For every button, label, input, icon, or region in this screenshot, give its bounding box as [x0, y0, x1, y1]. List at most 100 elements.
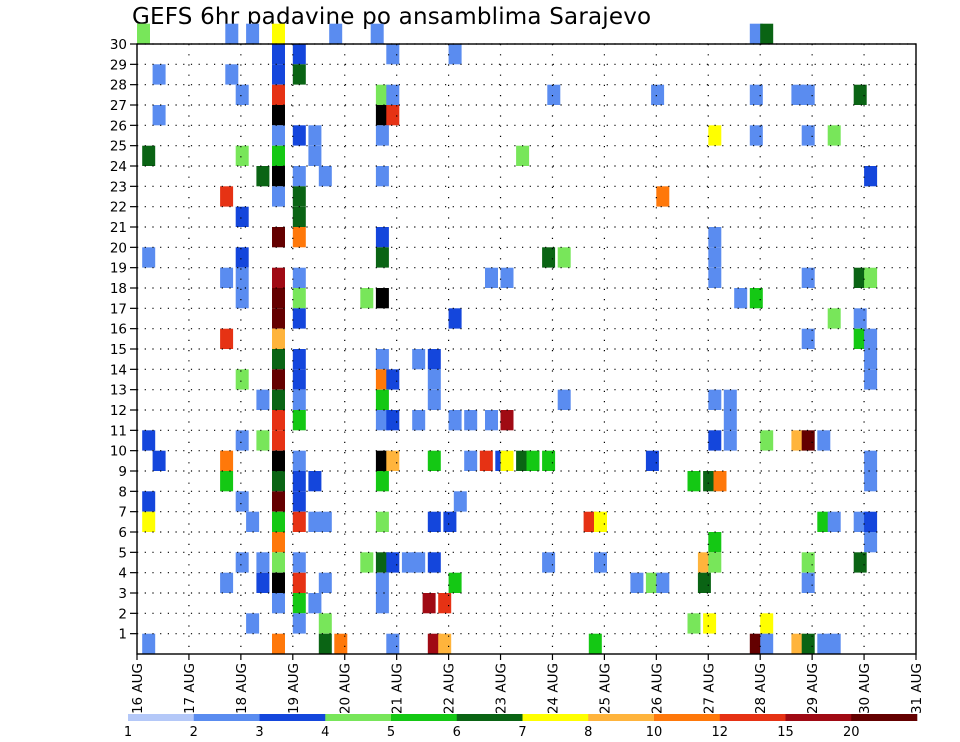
y-tick-label: 24	[110, 159, 127, 175]
heat-cell	[864, 349, 878, 370]
heat-cell	[272, 64, 285, 85]
heat-cell	[292, 491, 306, 512]
heat-cell	[235, 145, 249, 166]
heat-cell	[749, 23, 763, 44]
heat-cell	[308, 125, 322, 146]
heat-cell	[272, 44, 285, 65]
heat-cell	[386, 410, 400, 431]
heat-cell	[308, 593, 322, 614]
heat-cell	[427, 369, 441, 390]
y-tick-label: 7	[118, 505, 127, 521]
heat-cell	[827, 511, 841, 532]
heat-cell	[375, 105, 389, 126]
heat-cell	[853, 84, 867, 105]
heat-cell	[142, 633, 156, 654]
heat-cell	[448, 44, 462, 65]
heat-cell	[152, 105, 166, 126]
heat-cell	[225, 64, 239, 85]
heat-cell	[272, 84, 285, 105]
heat-cell	[801, 84, 815, 105]
colorbar-segment	[193, 714, 260, 721]
heat-cell	[708, 389, 722, 410]
heat-cell	[708, 247, 722, 268]
heat-cell	[375, 288, 389, 309]
heat-cell	[292, 308, 306, 329]
heat-cell	[542, 450, 556, 471]
y-tick-label: 10	[110, 444, 127, 460]
heat-cell	[292, 369, 306, 390]
heat-cell	[272, 450, 285, 471]
heat-cell	[708, 125, 722, 146]
heat-cell	[272, 308, 285, 329]
y-tick-label: 28	[110, 78, 127, 94]
y-tick-label: 3	[118, 586, 127, 602]
heat-cell	[272, 145, 285, 166]
heat-cell	[749, 84, 763, 105]
heat-cell	[448, 308, 462, 329]
y-tick-label: 2	[118, 606, 127, 622]
y-tick-label: 20	[110, 240, 127, 256]
heat-cell	[427, 511, 441, 532]
heat-cell	[386, 633, 400, 654]
heat-cell	[583, 511, 597, 532]
heat-cell	[272, 471, 285, 492]
colorbar-label: 6	[453, 725, 461, 740]
heat-cell	[542, 552, 556, 573]
heat-cell	[375, 247, 389, 268]
y-tick-label: 16	[110, 322, 127, 338]
colorbar-segment	[259, 714, 326, 721]
heat-cell	[386, 105, 400, 126]
heat-cell	[272, 328, 285, 349]
y-tick-label: 25	[110, 139, 127, 155]
x-tick-label: 23 AUG	[494, 663, 510, 714]
heat-cell	[708, 267, 722, 288]
heat-cell	[152, 64, 166, 85]
colorbar-segment	[785, 714, 852, 721]
heat-cell	[760, 430, 774, 451]
heat-cell	[801, 430, 815, 451]
heat-cell	[801, 125, 815, 146]
heat-cell	[292, 186, 306, 207]
heat-cell	[272, 186, 285, 207]
heat-cell	[272, 572, 285, 593]
y-tick-label: 30	[110, 37, 127, 53]
heat-cell	[272, 593, 285, 614]
heat-cell	[801, 267, 815, 288]
heat-cell	[292, 227, 306, 248]
heat-cell	[713, 471, 727, 492]
colorbar-segment	[391, 714, 458, 721]
colorbar-label: 10	[646, 725, 663, 740]
heat-cell	[588, 633, 602, 654]
heat-cell	[334, 633, 348, 654]
colorbar-label: 3	[255, 725, 263, 740]
heat-cell	[791, 633, 805, 654]
heat-cell	[256, 166, 270, 187]
heat-cell	[235, 267, 249, 288]
heat-cell	[235, 491, 249, 512]
heat-cell	[760, 23, 774, 44]
y-tick-label: 19	[110, 261, 127, 277]
heat-cell	[360, 288, 374, 309]
heat-cell	[292, 206, 306, 227]
heat-cell	[272, 267, 285, 288]
heat-cell	[853, 552, 867, 573]
heat-cell	[557, 389, 571, 410]
heat-cell	[272, 552, 285, 573]
colorbar-label: 7	[518, 725, 526, 740]
heat-cell	[375, 552, 389, 573]
heat-cell	[412, 552, 426, 573]
y-tick-label: 14	[110, 362, 127, 378]
heat-cell	[687, 613, 701, 634]
x-tick-label: 24 AUG	[545, 663, 561, 714]
heat-cell	[386, 84, 400, 105]
heat-cell	[817, 633, 831, 654]
heat-cell	[272, 532, 285, 553]
y-tick-label: 6	[118, 525, 127, 541]
y-tick-label: 17	[110, 301, 127, 317]
heat-cell	[292, 267, 306, 288]
heat-cell	[427, 389, 441, 410]
heat-cell	[479, 450, 493, 471]
heat-cell	[485, 410, 498, 431]
heat-cell	[427, 552, 441, 573]
heat-cell	[292, 471, 306, 492]
